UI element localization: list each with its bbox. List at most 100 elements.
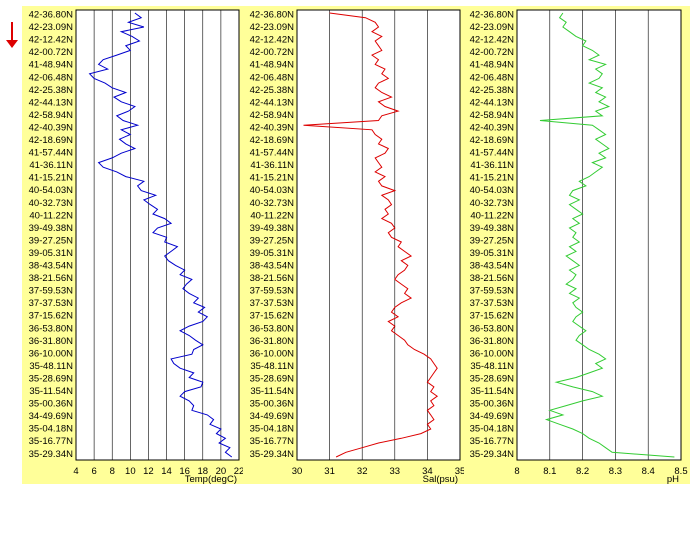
y-tick-label: 39-05.31N — [250, 248, 295, 259]
y-tick-label: 35-11.54N — [250, 386, 294, 397]
y-tick-label: 41-57.44N — [250, 148, 295, 159]
y-tick-label: 39-27.25N — [29, 235, 74, 246]
y-tick-label: 35-11.54N — [29, 386, 73, 397]
y-tick-label: 37-59.53N — [29, 286, 74, 297]
y-tick-label: 35-28.69N — [250, 373, 295, 384]
plot-area — [296, 9, 461, 461]
y-tick-label: 37-59.53N — [470, 286, 515, 297]
y-tick-label: 37-15.62N — [250, 311, 295, 322]
y-tick-label: 34-49.69N — [29, 411, 74, 422]
y-tick-label: 42-12.42N — [29, 35, 74, 46]
y-tick-label: 42-06.48N — [250, 72, 295, 83]
y-tick-label: 35-04.18N — [29, 424, 74, 435]
y-tick-label: 35-00.36N — [470, 399, 515, 410]
y-tick-label: 42-06.48N — [29, 72, 74, 83]
x-axis-title: Temp(degC) — [185, 474, 237, 485]
y-tick-label: 40-32.73N — [29, 198, 74, 209]
y-tick-label: 41-57.44N — [470, 148, 515, 159]
y-tick-label: 42-25.38N — [29, 85, 74, 96]
x-axis-title: pH — [667, 474, 679, 485]
y-tick-label: 39-27.25N — [470, 235, 515, 246]
plot-area — [516, 9, 682, 461]
y-tick-label: 42-44.13N — [470, 97, 515, 108]
y-tick-label: 42-23.09N — [29, 22, 74, 33]
y-tick-label: 34-49.69N — [250, 411, 295, 422]
y-tick-label: 42-25.38N — [470, 85, 515, 96]
y-tick-label: 36-53.80N — [470, 323, 515, 334]
y-tick-label: 38-21.56N — [29, 273, 74, 284]
y-tick-label: 40-32.73N — [470, 198, 515, 209]
y-tick-label: 42-36.80N — [29, 10, 74, 21]
x-tick-label: 8.2 — [576, 466, 589, 477]
y-tick-label: 36-10.00N — [250, 348, 295, 359]
y-tick-label: 35-11.54N — [470, 386, 514, 397]
x-tick-label: 8 — [514, 466, 519, 477]
y-tick-label: 42-00.72N — [250, 47, 295, 58]
y-tick-label: 42-40.39N — [470, 122, 515, 133]
y-tick-label: 38-43.54N — [29, 261, 74, 272]
series-line — [539, 12, 675, 458]
y-tick-label: 42-58.94N — [470, 110, 515, 121]
y-tick-label: 38-21.56N — [470, 273, 515, 284]
chart-panel-2: 30 31 32 33 34 3542-36.80N42-23.09N42-12.42N4… — [243, 6, 468, 485]
x-tick-label: 12 — [143, 466, 154, 477]
red-down-arrow-icon — [6, 22, 18, 48]
y-tick-label: 42-12.42N — [470, 35, 515, 46]
y-tick-label: 41-48.94N — [250, 60, 295, 71]
y-tick-label: 36-31.80N — [250, 336, 295, 347]
series-line — [88, 12, 233, 458]
x-tick-label: 8.4 — [642, 466, 655, 477]
x-axis-title: Sal(psu) — [423, 474, 458, 485]
y-tick-label: 37-15.62N — [29, 311, 74, 322]
x-tick-label: 34 — [422, 466, 433, 477]
y-tick-label: 41-15.21N — [250, 173, 295, 184]
y-tick-label: 35-48.11N — [470, 361, 514, 372]
y-tick-label: 37-37.53N — [250, 298, 295, 309]
x-tick-label: 18 — [197, 466, 208, 477]
y-tick-label: 41-36.11N — [29, 160, 73, 171]
x-tick-label: 35 — [455, 466, 466, 477]
y-tick-label: 35-04.18N — [470, 424, 515, 435]
y-tick-label: 41-36.11N — [250, 160, 294, 171]
y-tick-label: 40-11.22N — [470, 210, 514, 221]
y-tick-label: 40-11.22N — [29, 210, 73, 221]
y-tick-label: 42-18.69N — [470, 135, 515, 146]
y-tick-label: 35-29.34N — [470, 449, 515, 460]
x-tick-label: 6 — [91, 466, 96, 477]
y-tick-label: 37-37.53N — [470, 298, 515, 309]
y-tick-label: 36-10.00N — [29, 348, 74, 359]
y-tick-label: 35-16.77N — [250, 436, 295, 447]
y-tick-label: 42-18.69N — [29, 135, 74, 146]
y-tick-label: 35-48.11N — [29, 361, 73, 372]
y-tick-label: 42-23.09N — [470, 22, 515, 33]
y-tick-label: 38-21.56N — [250, 273, 295, 284]
y-tick-label: 35-00.36N — [29, 399, 74, 410]
y-tick-label: 35-00.36N — [250, 399, 295, 410]
y-tick-label: 37-59.53N — [250, 286, 295, 297]
y-tick-label: 42-58.94N — [250, 110, 295, 121]
x-tick-label: 31 — [324, 466, 335, 477]
x-tick-label: 22 — [234, 466, 245, 477]
y-tick-label: 39-05.31N — [29, 248, 74, 259]
y-tick-label: 35-16.77N — [29, 436, 74, 447]
y-tick-label: 35-48.11N — [250, 361, 294, 372]
y-tick-label: 39-49.38N — [470, 223, 515, 234]
x-tick-label: 20 — [216, 466, 227, 477]
x-tick-label: 10 — [125, 466, 136, 477]
y-tick-label: 36-53.80N — [29, 323, 74, 334]
y-tick-label: 36-31.80N — [470, 336, 515, 347]
y-tick-label: 38-43.54N — [470, 261, 515, 272]
y-tick-label: 41-36.11N — [470, 160, 514, 171]
y-tick-label: 35-28.69N — [29, 373, 74, 384]
x-tick-label: 33 — [390, 466, 401, 477]
y-tick-label: 42-23.09N — [250, 22, 295, 33]
y-tick-label: 36-31.80N — [29, 336, 74, 347]
y-tick-label: 42-25.38N — [250, 85, 295, 96]
y-tick-label: 37-15.62N — [470, 311, 515, 322]
y-tick-label: 42-06.48N — [470, 72, 515, 83]
y-tick-label: 36-53.80N — [250, 323, 295, 334]
x-tick-label: 30 — [292, 466, 303, 477]
